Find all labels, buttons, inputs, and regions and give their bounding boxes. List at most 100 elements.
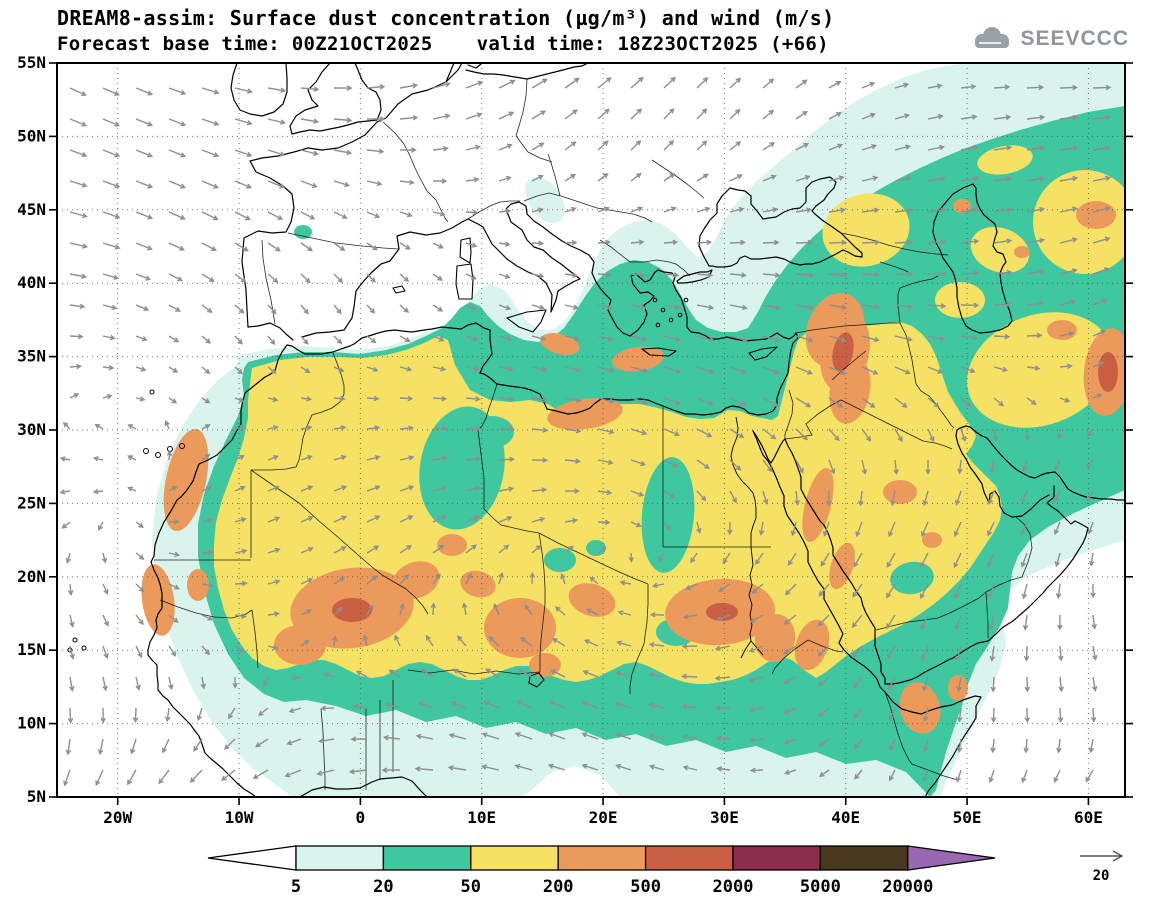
dust-yellow-east-turkey: [822, 193, 910, 267]
colorbar-arrow-below: [207, 845, 297, 871]
colorbar-label: 20000: [882, 877, 933, 897]
colorbar-label: 5000: [800, 877, 841, 897]
dust-orange-libya: [547, 398, 623, 430]
coast-arabia: [784, 438, 1089, 685]
colorbar-cell: [732, 845, 822, 871]
coastlines: [67, 63, 1125, 797]
colorbar-arrow-above: [907, 845, 996, 871]
seevccc-logo: SEEVCCC: [969, 24, 1129, 54]
dust-red-core-sudan: [706, 603, 738, 621]
coast-baltic: [445, 63, 589, 83]
forecast-base-time: Forecast base time: 00Z21OCT2025: [57, 33, 433, 55]
dust-red-core-mali: [332, 598, 372, 622]
dust-orange-somalia: [899, 682, 941, 734]
lat-label: 10N: [17, 714, 46, 733]
lon-label: 10W: [225, 808, 254, 827]
lon-label: 30E: [710, 808, 739, 827]
dust-orange-senegal-coast: [141, 564, 175, 636]
dust-patch-adriatic: [525, 176, 565, 224]
coast-medit-north-africa: [286, 201, 799, 416]
lon-label: 40E: [831, 808, 860, 827]
dust-orange-niger-nigeria: [484, 598, 556, 658]
lon-label: 20E: [589, 808, 618, 827]
lake-chad: [528, 672, 545, 688]
lon-label: 20W: [103, 808, 132, 827]
dust-orange-arabia-2: [922, 532, 942, 548]
coast-caspian: [932, 183, 1013, 334]
dust-yellow-zagros: [935, 282, 985, 318]
dust-teal-central-sahara-lobe: [470, 416, 514, 448]
country-borders: [154, 78, 1033, 790]
island-crete: [641, 347, 677, 357]
dust-yellow-iran: [967, 312, 1113, 428]
dust-teal-spain: [294, 225, 312, 239]
island-cyprus: [748, 346, 778, 361]
lat-label: 35N: [17, 347, 46, 366]
dust-orange-iran-c: [1047, 320, 1077, 340]
small-islands: [67, 297, 689, 653]
dust-red-core-syria: [832, 332, 854, 372]
wind-reference-arrow: [1080, 850, 1124, 862]
colorbar-label: 20: [373, 877, 393, 897]
dust-teal-arabia: [890, 561, 934, 595]
dust-orange-benghazi: [540, 333, 580, 355]
lat-label: 40N: [17, 273, 46, 292]
page-title: DREAM8-assim: Surface dust concentration…: [57, 6, 835, 30]
island-mallorca: [392, 285, 406, 294]
dust-orange-hejaz-1: [802, 467, 834, 543]
coast-persian-gulf: [955, 425, 1125, 518]
lat-label: 30N: [17, 420, 46, 439]
dust-orange-mali-lobe: [274, 625, 326, 665]
lat-label: 50N: [17, 126, 46, 145]
wind-vector-layer: [59, 76, 1112, 787]
lat-label: 55N: [17, 53, 46, 72]
colorbar-cell: [644, 845, 734, 871]
dust-orange-sudan-e: [754, 614, 796, 662]
borders-middle-east: [784, 232, 1033, 638]
island-sicily: [506, 309, 547, 333]
dust-orange-egypt-coast: [612, 346, 664, 372]
coast-britain: [289, 63, 382, 135]
colorbar-cell: [295, 845, 385, 871]
dust-teal-nile-strip: [641, 457, 695, 573]
lat-label: 15N: [17, 640, 46, 659]
colorbar-label: 50: [461, 877, 481, 897]
header: DREAM8-assim: Surface dust concentration…: [57, 6, 834, 55]
dust-red-core-iran: [1098, 352, 1118, 392]
axis-ticks: [49, 62, 1133, 805]
wind-arrows: [59, 76, 1112, 787]
coast-red-sea-africa: [752, 430, 982, 797]
axis-labels: 55N 50N 45N 40N 35N 30N 25N 20N 15N 10N 5N 20W 10W 0 1…: [17, 53, 1103, 827]
lon-label: 0: [356, 808, 366, 827]
colorbar-label: 5: [291, 877, 301, 897]
coast-ireland: [230, 63, 288, 117]
dust-yellow-caspian-se: [970, 226, 1030, 274]
coast-black-sea: [676, 176, 863, 284]
colorbar-cell: [819, 845, 909, 871]
dust-teal-spot-1: [544, 548, 576, 572]
dust-orange-ne-corner: [1076, 201, 1116, 229]
island-corsica: [459, 237, 472, 264]
lat-label: 45N: [17, 200, 46, 219]
island-sardinia: [455, 263, 474, 300]
colorbar-label: 200: [543, 877, 574, 897]
dust-orange-mali-ne: [392, 561, 440, 599]
borders-europe: [261, 78, 705, 325]
cloud-icon: [975, 27, 1010, 48]
subtitle: Forecast base time: 00Z21OCT2025 valid ti…: [57, 33, 834, 55]
dust-orange-eritrea: [794, 619, 830, 671]
colorbar-legend: 5 20 50 200 500 2000 5000 20000: [207, 845, 996, 897]
colorbar-cell: [557, 845, 647, 871]
lat-label: 5N: [27, 787, 46, 806]
dust-orange-wsahara-coast: [163, 428, 209, 532]
lon-label: 10E: [467, 808, 496, 827]
coast-sinai: [752, 430, 786, 464]
wind-reference: 20: [1080, 850, 1124, 884]
dust-orange-hejaz-2: [829, 542, 855, 590]
graticule: [57, 63, 1125, 797]
dust-teal-spot-2: [586, 540, 606, 556]
valid-time: valid time: 18Z23OCT2025 (+66): [476, 33, 829, 55]
colorbar-cell: [382, 845, 472, 871]
